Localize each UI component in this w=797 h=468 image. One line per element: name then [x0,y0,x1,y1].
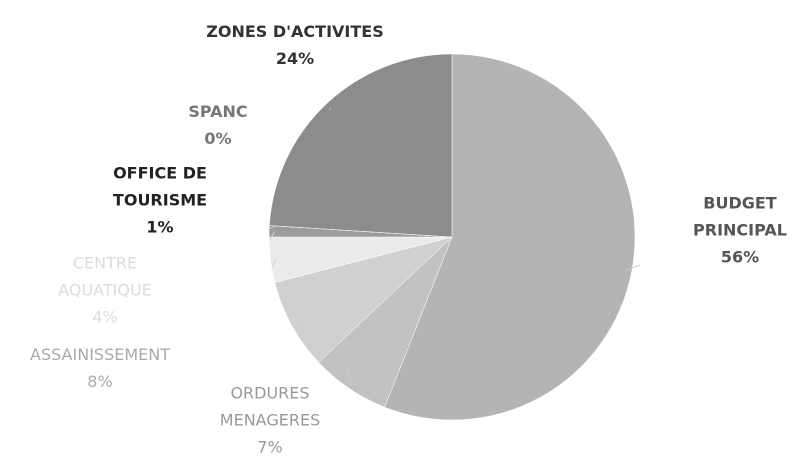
category-name: BUDGET PRINCIPAL [693,193,787,240]
leader-line [344,364,353,384]
value-label: 24% [275,49,315,68]
category-name: ORDURES MENAGERES [219,383,321,430]
leader-line [295,322,301,331]
value-label: 56% [720,247,760,267]
category-name: SPANC [188,102,248,121]
pie-slice [384,53,636,421]
category-name: OFFICE DE TOURISME [112,163,208,210]
value-label: 4% [92,307,118,327]
value-label: 0% [204,129,232,148]
pie-slice [269,53,453,238]
value-label: 7% [257,437,283,457]
pie-slice [274,236,453,363]
leader-line [269,231,276,241]
slice-label: CENTRE AQUATIQUE 4% [55,250,155,331]
category-name: CENTRE AQUATIQUE [58,253,152,300]
slice-label: ASSAINISSEMENT 8% [0,341,200,395]
slice-label: OFFICE DE TOURISME 1% [95,160,225,241]
category-name: ZONES D'ACTIVITES [206,22,384,41]
slice-label: ZONES D'ACTIVITES 24% [165,18,425,72]
category-name: ASSAINISSEMENT [30,345,170,364]
slice-label: BUDGET PRINCIPAL 56% [685,190,795,271]
leader-line [271,259,277,269]
value-label: 8% [87,372,113,391]
slice-label: ORDURES MENAGERES 7% [210,380,330,461]
leader-line [267,225,276,231]
leader-line [626,264,641,271]
slice-label: SPANC 0% [178,98,258,152]
value-label: 1% [146,217,174,237]
